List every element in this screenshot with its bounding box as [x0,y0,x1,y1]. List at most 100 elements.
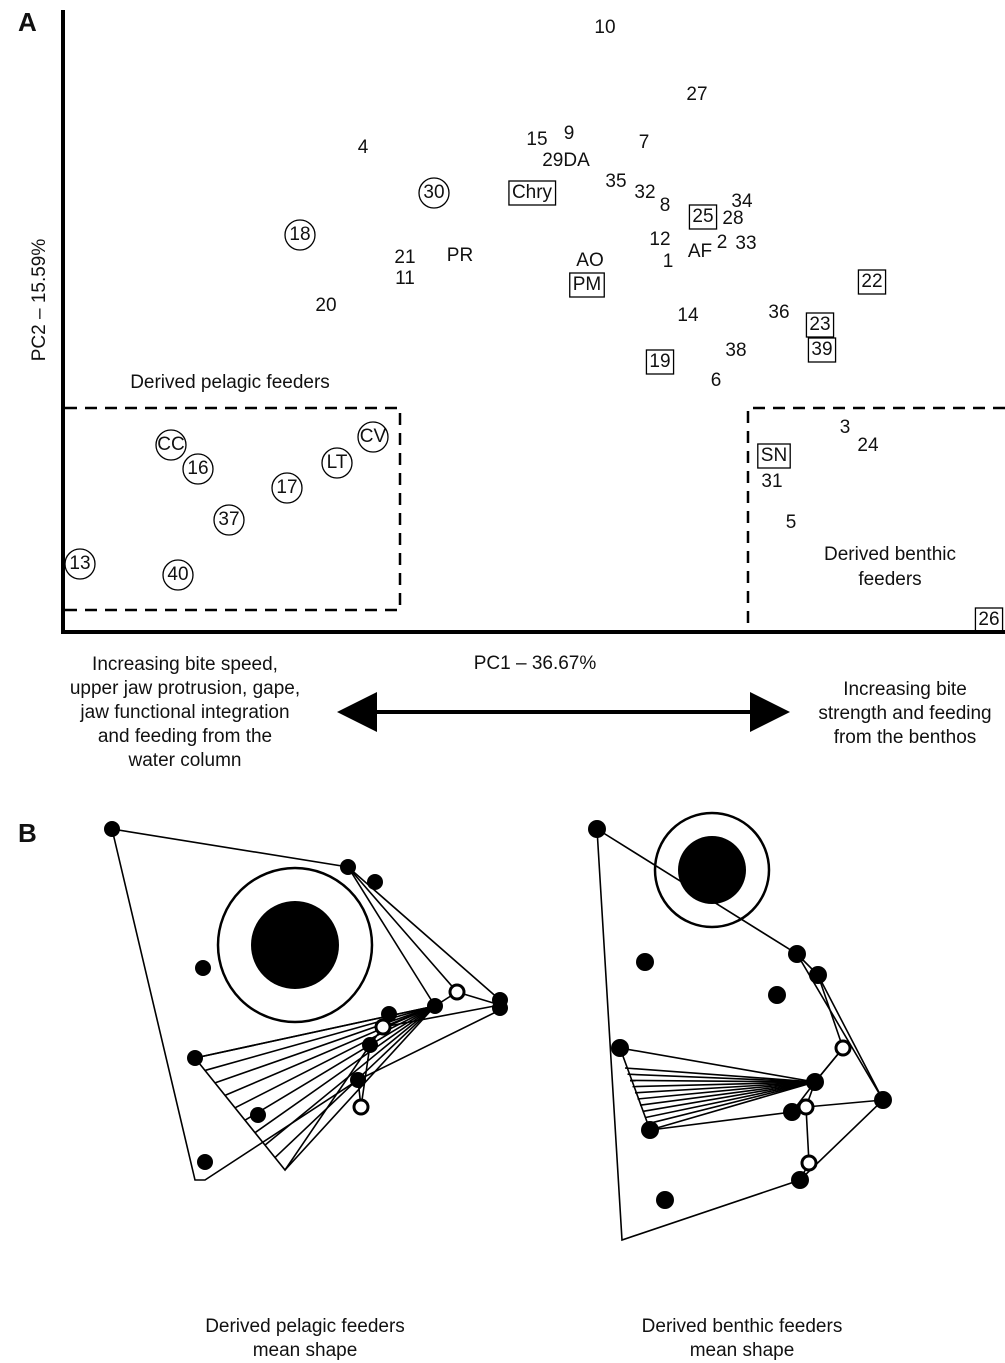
point-label: 34 [731,191,753,212]
fan-line [642,1081,816,1113]
point-label: Chry [512,182,553,203]
point-label: 40 [167,564,188,585]
caption: mean shape [253,1340,358,1361]
benthic-shape [588,811,892,1242]
point-label: 2 [717,232,728,253]
region-label: Derived pelagic feeders [130,372,330,393]
note: water column [128,750,242,771]
region-label: Derived benthic [824,544,956,565]
benthic-region [746,406,1005,632]
point-label: 31 [761,471,782,492]
note: upper jaw protrusion, gape, [70,678,300,699]
fan-line [244,1005,436,1121]
point-circle [271,472,303,504]
fan-line [637,1081,816,1100]
point-label: 38 [725,340,746,361]
point-box [974,607,1004,633]
point-label: 8 [660,195,671,216]
point-box [508,180,557,206]
point-label: 35 [605,171,626,192]
note: jaw functional integration [79,702,289,723]
fan-line [647,1081,816,1125]
point-label: 28 [722,208,743,229]
fan-line [284,1005,436,1171]
point-label: 37 [218,509,239,530]
fan-line [214,1005,436,1084]
point-circle [321,447,353,479]
fan-line [644,1081,816,1119]
point-label: 23 [809,314,830,335]
point-label: 21 [394,247,415,268]
fan-line [624,1067,816,1083]
point-label: 10 [594,17,615,38]
point-box [569,272,605,298]
point-box [645,349,675,375]
point-box [757,443,791,469]
fan-line [629,1079,816,1083]
point-label: AF [688,241,712,262]
point-label: 33 [735,233,756,254]
caption: mean shape [690,1340,795,1361]
point-label: 25 [692,206,713,227]
point-label: 12 [649,229,670,250]
point-box [807,337,837,363]
point-label: SN [761,445,787,466]
note: Increasing bite [843,679,967,700]
fan-line [204,1005,436,1072]
point-label: 14 [677,305,699,326]
note: and feeding from the [98,726,272,747]
point-circle [162,559,194,591]
region-label: feeders [858,569,921,590]
fan-line [632,1081,816,1088]
point-label: LT [327,452,348,473]
point-label: 29DA [542,150,590,171]
point-label: PR [447,245,473,266]
point-label: 24 [857,435,879,456]
point-label: 5 [786,512,797,533]
point-label: 15 [526,129,547,150]
point-label: 20 [315,295,336,316]
fan-line [634,1081,816,1094]
fan-line [234,1005,436,1109]
point-box [857,269,887,295]
point-label: 3 [840,417,851,438]
panel-label: A [18,7,37,37]
fan-line [224,1005,436,1097]
point-label: AO [576,250,603,271]
point-circle [64,548,96,580]
fan-line [639,1081,816,1106]
point-label: 13 [69,553,90,574]
point-label: 36 [768,302,789,323]
y-axis-label: PC2 – 15.59% [29,239,50,362]
point-box [688,204,718,230]
note: Increasing bite speed, [92,654,278,675]
point-box [805,312,835,338]
point-label: 6 [711,370,722,391]
caption: Derived pelagic feeders [205,1316,405,1337]
pelagic-shape [104,821,508,1181]
point-label: 30 [423,182,444,203]
point-label: 7 [639,132,650,153]
fan-line [649,1081,816,1131]
point-label: CV [360,426,387,447]
point-label: 39 [811,339,832,360]
note: strength and feeding [818,703,991,724]
x-axis-label: PC1 – 36.67% [474,653,597,674]
panel-label: B [18,818,37,848]
point-circle [155,429,187,461]
point-label: 27 [686,84,707,105]
point-label: 32 [634,182,655,203]
point-label: 11 [395,268,415,289]
notes: Derived benthic feeders Increasing bite sp… [70,544,992,771]
fan-line [627,1073,816,1083]
point-circle [357,421,389,453]
point-label: 1 [663,251,674,272]
caption: Derived benthic feeders [642,1316,843,1337]
point-label: 17 [276,477,297,498]
note: from the benthos [834,727,977,748]
point-label: PM [573,274,602,295]
point-label: CC [157,434,184,455]
point-label: 4 [358,137,369,158]
